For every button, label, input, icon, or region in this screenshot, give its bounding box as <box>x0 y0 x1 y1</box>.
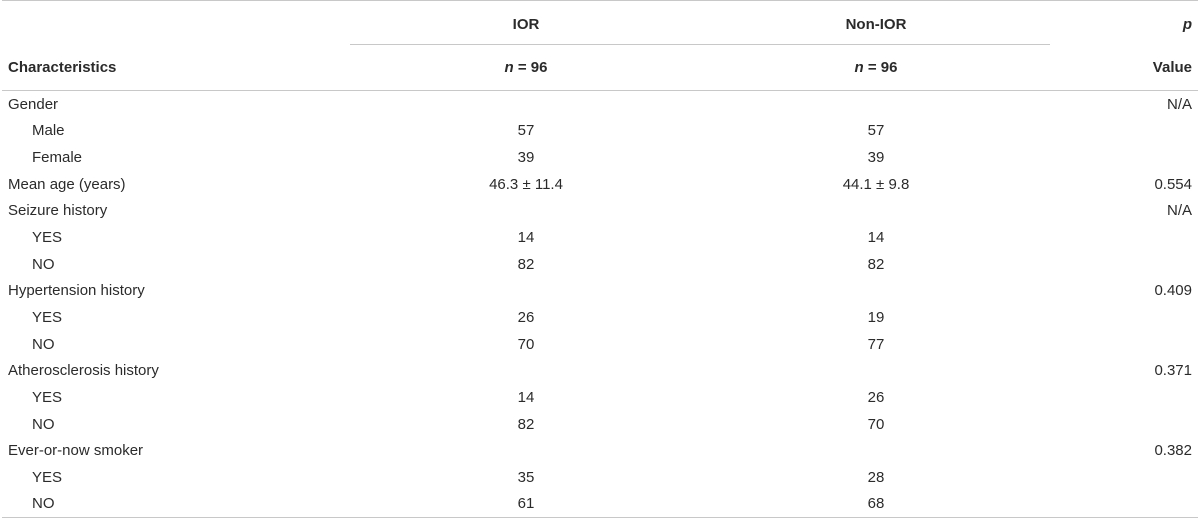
row-label: Seizure history <box>8 202 108 220</box>
cell-p-value: 0.371 <box>1154 362 1192 380</box>
cell-p-value: 0.382 <box>1154 442 1192 460</box>
table-row: Hypertension history 0.409 <box>2 277 1198 304</box>
cell-non-ior: 26 <box>867 388 885 406</box>
row-label: Gender <box>8 95 59 113</box>
cell-ior: 57 <box>517 122 535 140</box>
cell-p-value <box>1050 144 1198 171</box>
row-label: Mean age (years) <box>8 175 126 193</box>
row-label: Ever-or-now smoker <box>8 442 144 460</box>
table-row: YES 14 26 <box>2 384 1198 411</box>
cell-ior: 70 <box>517 335 535 353</box>
cell-non-ior: 39 <box>867 149 885 167</box>
cell-non-ior: 44.1 ± 9.8 <box>842 175 910 193</box>
cell-non-ior <box>702 198 1050 225</box>
cell-non-ior <box>702 437 1050 464</box>
cell-non-ior: 70 <box>867 415 885 433</box>
table-row: Mean age (years) 46.3 ± 11.4 44.1 ± 9.8 0.5… <box>2 171 1198 198</box>
table-body: Gender N/A Male 57 57 Female 39 39 Mean age (yea… <box>2 91 1198 519</box>
n-symbol: n <box>854 59 864 76</box>
table-row: YES 26 19 <box>2 304 1198 331</box>
cell-non-ior: 82 <box>867 255 885 273</box>
cell-ior: 82 <box>517 415 535 433</box>
cell-p-value: N/A <box>1166 202 1192 220</box>
header-p-value: Value <box>1050 44 1198 91</box>
table-header: IOR Non-IOR p Characteristics n = 96 n =… <box>2 0 1198 91</box>
cell-ior: 39 <box>517 149 535 167</box>
cell-ior: 35 <box>517 468 535 486</box>
row-label: YES <box>32 229 63 247</box>
table-row: Atherosclerosis history 0.371 <box>2 357 1198 384</box>
table-row: Gender N/A <box>2 91 1198 118</box>
table-row: YES 35 28 <box>2 464 1198 491</box>
table-row: NO 82 82 <box>2 251 1198 278</box>
cell-p-value <box>1050 384 1198 411</box>
header-non-ior: Non-IOR <box>702 0 1050 45</box>
cell-ior <box>350 357 702 384</box>
cell-non-ior: 77 <box>867 335 885 353</box>
row-label: YES <box>32 308 63 326</box>
n-value: = 96 <box>863 59 898 76</box>
row-label: Male <box>32 122 65 140</box>
cell-ior <box>350 437 702 464</box>
row-label: NO <box>32 415 55 433</box>
cell-ior: 14 <box>517 229 535 247</box>
cell-ior: 46.3 ± 11.4 <box>489 175 563 193</box>
table-row: Male 57 57 <box>2 118 1198 145</box>
cell-p-value <box>1050 224 1198 251</box>
table-row: NO 70 77 <box>2 331 1198 358</box>
cell-ior: 61 <box>350 490 702 519</box>
cell-ior: 82 <box>517 255 535 273</box>
n-value: = 96 <box>513 59 548 76</box>
cell-p-value: N/A <box>1166 95 1192 113</box>
cell-p-value <box>1050 411 1198 438</box>
cell-non-ior <box>702 357 1050 384</box>
cell-p-value: 0.409 <box>1154 282 1192 300</box>
row-label: NO <box>32 255 55 273</box>
row-label: NO <box>2 490 350 519</box>
cell-ior <box>350 198 702 225</box>
cell-ior: 14 <box>517 388 535 406</box>
cell-p-value <box>1050 118 1198 145</box>
row-label: NO <box>32 335 55 353</box>
header-row-top: IOR Non-IOR p <box>2 0 1198 45</box>
cell-non-ior: 28 <box>867 468 885 486</box>
row-label: Female <box>32 149 83 167</box>
header-n-non-ior: n = 96 <box>702 44 1050 91</box>
cell-non-ior <box>702 277 1050 304</box>
table-row: Female 39 39 <box>2 144 1198 171</box>
header-characteristics: Characteristics <box>2 44 350 91</box>
n-symbol: n <box>504 59 514 76</box>
row-label: YES <box>32 388 63 406</box>
cell-non-ior: 57 <box>867 122 885 140</box>
cell-ior <box>350 277 702 304</box>
table-row: NO 61 68 <box>2 490 1198 519</box>
cell-p-value <box>1050 251 1198 278</box>
cell-p-value <box>1050 464 1198 491</box>
cell-p-value <box>1050 304 1198 331</box>
header-p: p <box>1050 0 1198 45</box>
cell-non-ior: 19 <box>867 308 885 326</box>
table-row: NO 82 70 <box>2 411 1198 438</box>
cell-p-value <box>1050 490 1198 519</box>
header-empty-cell <box>2 0 350 45</box>
header-row-bottom: Characteristics n = 96 n = 96 Value <box>2 44 1198 91</box>
row-label: YES <box>32 468 63 486</box>
cell-ior: 26 <box>517 308 535 326</box>
cell-non-ior: 14 <box>867 229 885 247</box>
table-row: Ever-or-now smoker 0.382 <box>2 437 1198 464</box>
table-row: Seizure history N/A <box>2 198 1198 225</box>
row-label: Atherosclerosis history <box>8 362 159 380</box>
cell-non-ior <box>702 91 1050 118</box>
header-ior: IOR <box>350 0 702 45</box>
header-n-ior: n = 96 <box>350 44 702 91</box>
cell-ior <box>350 91 702 118</box>
row-label: Hypertension history <box>8 282 145 300</box>
cell-p-value: 0.554 <box>1154 175 1192 193</box>
cell-p-value <box>1050 331 1198 358</box>
cell-non-ior: 68 <box>702 490 1050 519</box>
table-row: YES 14 14 <box>2 224 1198 251</box>
